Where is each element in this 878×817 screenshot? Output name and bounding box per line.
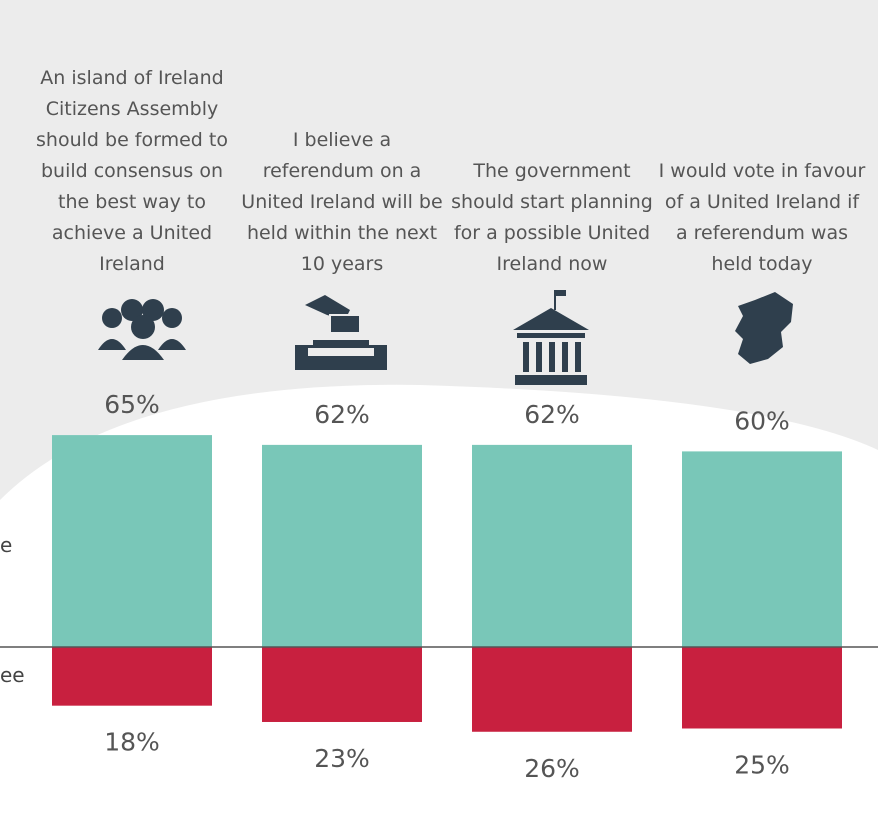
value-label: 18% [104,728,160,757]
bar [52,647,212,706]
value-label: 62% [314,400,370,429]
value-label: 65% [104,390,160,419]
category-label: The government should start planning for… [451,160,653,275]
background-shape [0,384,878,817]
bar [682,647,842,729]
value-label: 60% [734,406,790,435]
value-label: 62% [524,400,580,429]
bar [472,647,632,732]
category-label: I would vote in favour of a United Irela… [658,160,866,275]
value-label: 23% [314,744,370,773]
value-label: 26% [524,754,580,783]
category-label: An island of Ireland Citizens Assembly s… [36,67,228,275]
bar [682,451,842,647]
bar [52,435,212,647]
value-label: 25% [734,751,790,780]
icons [98,290,793,385]
bar [472,444,632,647]
bar [262,647,422,722]
legend-label: ee [0,663,25,687]
bar [262,444,422,647]
category-label: I believe a referendum on a United Irela… [241,129,443,275]
legend-label: e [0,533,12,557]
